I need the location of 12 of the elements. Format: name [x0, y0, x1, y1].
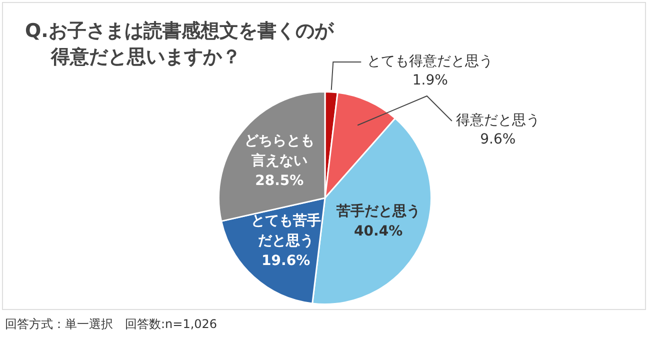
- data-label: 1.9%: [412, 72, 448, 89]
- data-label: 28.5%: [255, 173, 304, 190]
- slice-label: 得意だと思う: [456, 112, 540, 129]
- slice-label: とても苦手だと思う: [250, 212, 321, 249]
- data-label: 9.6%: [480, 132, 516, 148]
- data-label: 40.4%: [354, 224, 403, 240]
- text: 回答方式：単一選択 回答数:n=1,026: [5, 316, 218, 333]
- slice-label: どちらとも言えない: [244, 133, 314, 170]
- slice-label: 苦手だと思う: [335, 202, 420, 220]
- chart-title: Q.お子さまは読書感想文を書くのが得意だと思いますか？: [25, 19, 336, 70]
- slice-label: とても得意だと思う: [367, 54, 494, 70]
- data-label: 19.6%: [262, 252, 310, 269]
